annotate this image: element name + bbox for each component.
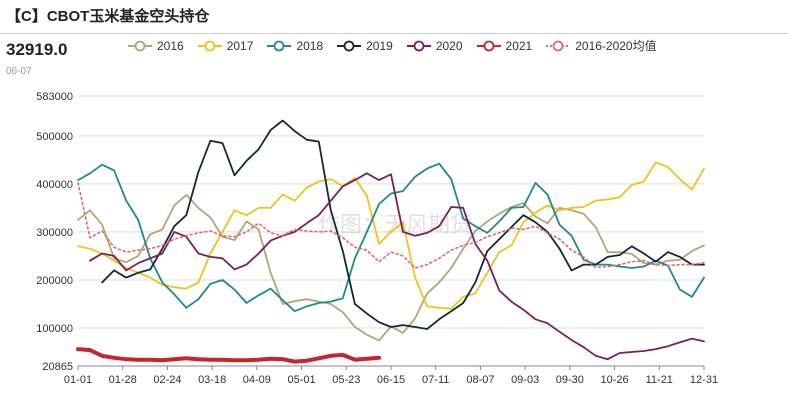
legend-label: 2021 <box>505 38 533 53</box>
y-tick-label: 100000 <box>36 323 73 335</box>
series-line-1 <box>77 161 705 310</box>
watermark: 作图：天风期货 <box>318 213 472 238</box>
x-tick-label: 01-01 <box>64 374 92 386</box>
legend-marker-icon <box>546 40 571 51</box>
y-tick-label: 500000 <box>36 131 73 143</box>
legend-label: 2016-2020均值 <box>575 39 657 53</box>
legend-item-3[interactable]: 2019 <box>337 39 393 53</box>
legend-marker-icon <box>406 40 431 51</box>
x-tick-label: 01-28 <box>109 374 137 386</box>
series-line-6 <box>77 182 705 269</box>
latest-value: 32919.0 <box>6 40 68 59</box>
x-tick-label: 05-23 <box>332 374 360 386</box>
y-tick-label: 300000 <box>36 227 73 239</box>
y-tick-label: 20865 <box>42 361 73 373</box>
legend-item-4[interactable]: 2020 <box>406 38 463 53</box>
legend-item-0[interactable]: 2016 <box>128 39 184 53</box>
legend-item-1[interactable]: 2017 <box>197 38 254 53</box>
legend-marker-icon <box>476 40 501 51</box>
legend-label: 2018 <box>296 38 324 53</box>
legend-item-6[interactable]: 2016-2020均值 <box>546 37 657 54</box>
legend-marker-icon <box>197 40 222 51</box>
series-line-2 <box>77 162 705 313</box>
x-tick-label: 09-03 <box>511 374 539 386</box>
x-tick-label: 02-24 <box>153 374 181 386</box>
y-tick-label: 400000 <box>36 179 73 191</box>
legend-marker-icon <box>267 40 292 51</box>
x-tick-label: 11-21 <box>646 374 673 386</box>
x-tick-label: 08-07 <box>466 374 494 386</box>
x-tick-label: 03-18 <box>198 374 226 386</box>
x-tick-label: 04-09 <box>243 374 271 386</box>
legend-label: 2017 <box>226 38 254 53</box>
latest-date: 06-07 <box>6 66 32 77</box>
x-tick-label: 09-30 <box>556 374 584 386</box>
x-tick-label: 12-31 <box>690 374 718 386</box>
x-tick-label: 07-11 <box>422 374 449 386</box>
series-line-5 <box>76 347 381 364</box>
chart-legend: 2016 2017 2018 2019 2020 2021 2016-2020均值 <box>128 37 671 54</box>
legend-marker-icon <box>128 40 152 51</box>
title-divider <box>0 33 788 34</box>
legend-label: 2019 <box>366 38 393 53</box>
legend-label: 2020 <box>435 38 463 53</box>
legend-item-2[interactable]: 2018 <box>267 39 323 53</box>
legend-marker-icon <box>337 40 362 51</box>
x-tick-label: 10-26 <box>601 374 629 386</box>
x-tick-label: 06-15 <box>377 374 405 386</box>
page-title: 【C】CBOT玉米基金空头持仓 <box>6 8 210 25</box>
y-tick-label: 583000 <box>36 91 73 103</box>
series-line-3 <box>101 119 705 330</box>
legend-label: 2016 <box>157 38 184 53</box>
x-tick-label: 05-01 <box>288 374 316 386</box>
y-tick-label: 200000 <box>36 275 73 287</box>
series-line-4 <box>89 172 705 361</box>
legend-item-5[interactable]: 2021 <box>476 38 533 53</box>
